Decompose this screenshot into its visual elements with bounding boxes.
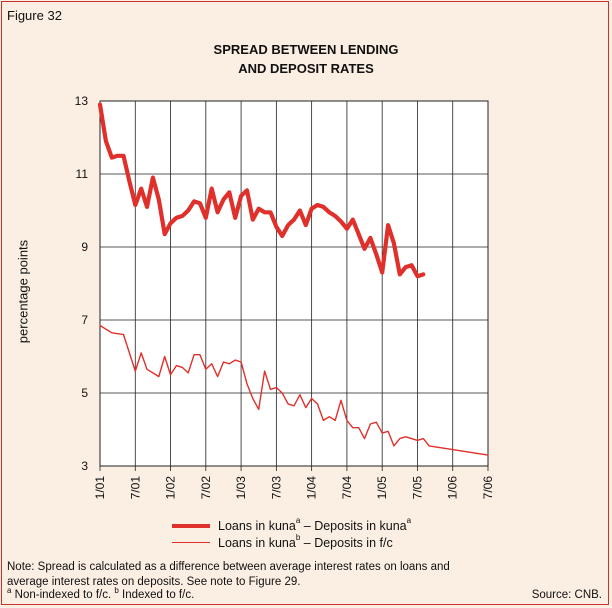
x-tick-label: 7/05: [410, 476, 424, 500]
x-tick-label: 7/02: [199, 476, 213, 500]
x-tick-label: 7/03: [269, 476, 283, 500]
x-tick-label: 1/02: [164, 476, 178, 500]
chart-title: SPREAD BETWEEN LENDING AND DEPOSIT RATES: [0, 40, 612, 78]
footnote-b-text: Indexed to f/c.: [118, 589, 195, 601]
x-tick-label: 7/04: [340, 476, 354, 500]
x-tick-label: 1/04: [305, 476, 319, 500]
y-tick-label: 7: [81, 313, 88, 327]
legend-label-series1: Loans in kunaa – Deposits in kunaa: [218, 515, 412, 533]
chart-title-line1: SPREAD BETWEEN LENDING: [213, 42, 399, 57]
note-text: Note: Spread is calculated as a differen…: [7, 561, 450, 588]
legend-swatch-thin: [172, 542, 210, 543]
legend-s2-sup1: b: [295, 532, 301, 542]
chart-title-line2: AND DEPOSIT RATES: [238, 61, 374, 76]
x-tick-label: 1/03: [234, 476, 248, 500]
plot-area: [100, 101, 488, 466]
series-line-2: [99, 324, 489, 456]
legend-s1-sup1: a: [295, 515, 301, 525]
legend-swatch-thick: [172, 523, 210, 528]
footnote-b-mark: b: [114, 586, 119, 595]
legend-item-series1: Loans in kunaa – Deposits in kunaa: [172, 515, 412, 534]
footnote-a-text: Non-indexed to f/c.: [11, 589, 115, 601]
legend-item-series2: Loans in kunab – Deposits in f/c: [172, 532, 411, 551]
figure-label: Figure 32: [7, 8, 62, 23]
series-line-1: [97, 102, 426, 279]
y-tick-label: 3: [81, 459, 88, 473]
y-tick-label: 13: [75, 94, 89, 108]
y-tick-label: 5: [81, 386, 88, 400]
legend-s2-part2: – Deposits in f/c: [300, 535, 393, 550]
plot-border: [99, 100, 489, 467]
legend-s1-part2: – Deposits in kuna: [300, 518, 407, 533]
footnote-a-mark: a: [7, 586, 12, 595]
legend-label-series2: Loans in kunab – Deposits in f/c: [218, 532, 393, 550]
source-text: Source: CNB.: [531, 589, 602, 601]
legend-s2-part1: Loans in kuna: [218, 535, 296, 550]
legend: Loans in kunaa – Deposits in kunaa Loans…: [172, 515, 412, 551]
footnote: a Non-indexed to f/c. b Indexed to f/c.: [7, 586, 195, 601]
x-tick-label: 1/06: [446, 476, 460, 500]
x-tick-label: 1/05: [375, 476, 389, 500]
y-tick-label: 9: [81, 240, 88, 254]
legend-s1-part1: Loans in kuna: [218, 518, 296, 533]
x-tick-label: 7/01: [128, 476, 142, 500]
x-tick-label: 7/06: [481, 476, 495, 500]
legend-s1-sup2: a: [406, 515, 412, 525]
x-tick-label: 1/01: [93, 476, 107, 500]
y-tick-label: 11: [76, 167, 89, 181]
